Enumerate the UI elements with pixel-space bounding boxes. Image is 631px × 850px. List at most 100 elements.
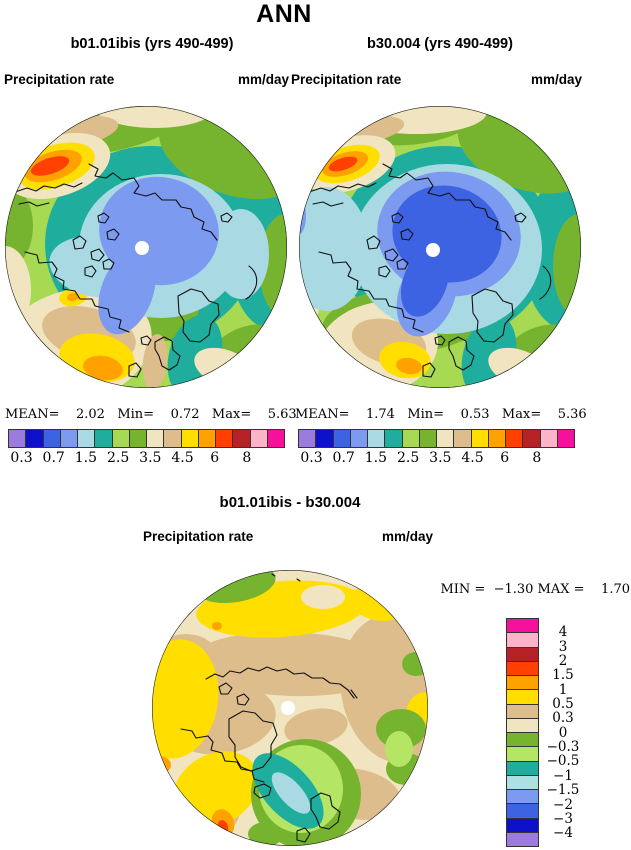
colorbar-cell [454,430,472,447]
tick-label: 1.5 [74,450,98,466]
colorbar-cell [164,430,182,447]
tick-label: 8 [532,450,542,466]
coastlines-diff [180,573,358,843]
colorbar-cell [267,430,284,447]
coastlines-map2 [308,163,552,378]
tick-label: 2.5 [396,450,420,466]
colorbar-cell [507,676,538,691]
tick-label: −1.5 [546,782,580,799]
tick-label: 2 [558,653,568,669]
panel1-field-row: Precipitation rate mm/day [4,72,289,87]
colorbar-cell [78,430,96,447]
colorbar-cell [507,718,538,733]
tick-label: 1.5 [552,667,574,684]
colorbar-cell [43,430,61,447]
panel1-subtitle: b01.01ibis (yrs 490-499) [70,36,234,52]
tick-label: −0.3 [546,739,580,756]
diff-minmax: MIN = −1.30 MAX = 1.70 [440,582,630,597]
tick-label: −2 [553,796,573,813]
colorbar-cell [95,430,113,447]
panel1-stats: MEAN= 2.02 Min= 0.72 Max= 5.63 [5,407,297,422]
tick-label: 4.5 [171,450,194,466]
tick-label: −0.5 [546,753,580,770]
colorbar-cell [181,430,199,447]
tick-label: 3.5 [429,450,452,466]
colorbar-cell [26,430,44,447]
colorbar-cell [316,430,334,447]
colorbar-cell [507,690,538,705]
colorbar-cell [488,430,506,447]
colorbar-cell [507,704,538,719]
tick-label: −3 [553,810,573,827]
tick-label: 0.7 [332,450,355,466]
colorbar-cell [507,790,538,805]
colorbar-cell [60,430,78,447]
diff-colorbar-ticks: 4 3 2 1.5 1 0.5 0.3 0 −0.3 −0.5 −1 −1.5 −2 −3 −4 [540,618,586,850]
tick-label: 4 [558,624,568,641]
panel2-field-label: Precipitation rate [291,72,402,87]
panel2-colorbar [298,429,575,448]
panel1-colorbar [8,429,285,448]
tick-label: 0.3 [552,710,574,727]
colorbar-cell [233,430,251,447]
pole-dot [135,241,149,255]
contour-fills-map2 [299,106,581,388]
colorbar-cell [299,430,317,447]
tick-label: 0.3 [300,450,323,466]
colorbar-cell [402,430,420,447]
diff-title: b01.01ibis - b30.004 [219,494,361,511]
colorbar-cell [507,647,538,662]
pole-dot [426,243,440,257]
coastlines-map1 [14,163,258,378]
colorbar-cell [419,430,437,447]
colorbar-cell [507,747,538,762]
map-b30-004 [299,106,581,388]
tick-label: 0.7 [42,450,65,466]
colorbar-cell [129,430,147,447]
panel2-stats: MEAN= 1.74 Min= 0.53 Max= 5.36 [295,407,587,422]
colorbar-cell [557,430,574,447]
colorbar-cell [250,430,268,447]
diff-field-row: Precipitation rate mm/day [143,529,433,544]
tick-label: −1 [553,767,573,784]
colorbar-cell [437,430,455,447]
panel1-units-label: mm/day [237,72,289,87]
panel1-colorbar-ticks: 0.3 0.7 1.5 2.5 3.5 4.5 6 8 [0,450,290,468]
tick-label: 6 [500,450,510,466]
tick-label: 3 [558,638,568,655]
colorbar-cell [368,430,386,447]
map-difference [152,570,428,846]
colorbar-cell [507,733,538,748]
tick-label: 4.5 [461,450,484,466]
pole-dot [281,701,295,715]
diff-field-label: Precipitation rate [143,529,254,544]
tick-label: −4 [553,825,573,842]
panel1-field-label: Precipitation rate [4,72,115,87]
tick-label: 0 [558,724,568,741]
tick-label: 3.5 [139,450,162,466]
contour-fills-map1 [5,106,287,388]
colorbar-cell [216,430,234,447]
panel2-colorbar-ticks: 0.3 0.7 1.5 2.5 3.5 4.5 6 8 [290,450,582,468]
contour-fills-diff [152,570,428,846]
figure-title: ANN [256,0,312,28]
map-b01-01ibis [5,106,287,388]
colorbar-cell [540,430,558,447]
colorbar-cell [198,430,216,447]
colorbar-cell [507,818,538,833]
colorbar-cell [507,633,538,648]
colorbar-cell [350,430,368,447]
colorbar-cell [147,430,165,447]
tick-label: 1.5 [364,450,388,466]
colorbar-cell [333,430,351,447]
colorbar-cell [507,804,538,819]
colorbar-cell [471,430,489,447]
tick-label: 1 [558,681,568,698]
tick-label: 2.5 [106,450,130,466]
colorbar-cell [9,430,27,447]
tick-label: 0.3 [10,450,33,466]
colorbar-cell [112,430,130,447]
tick-label: 8 [242,450,252,466]
colorbar-cell [385,430,403,447]
